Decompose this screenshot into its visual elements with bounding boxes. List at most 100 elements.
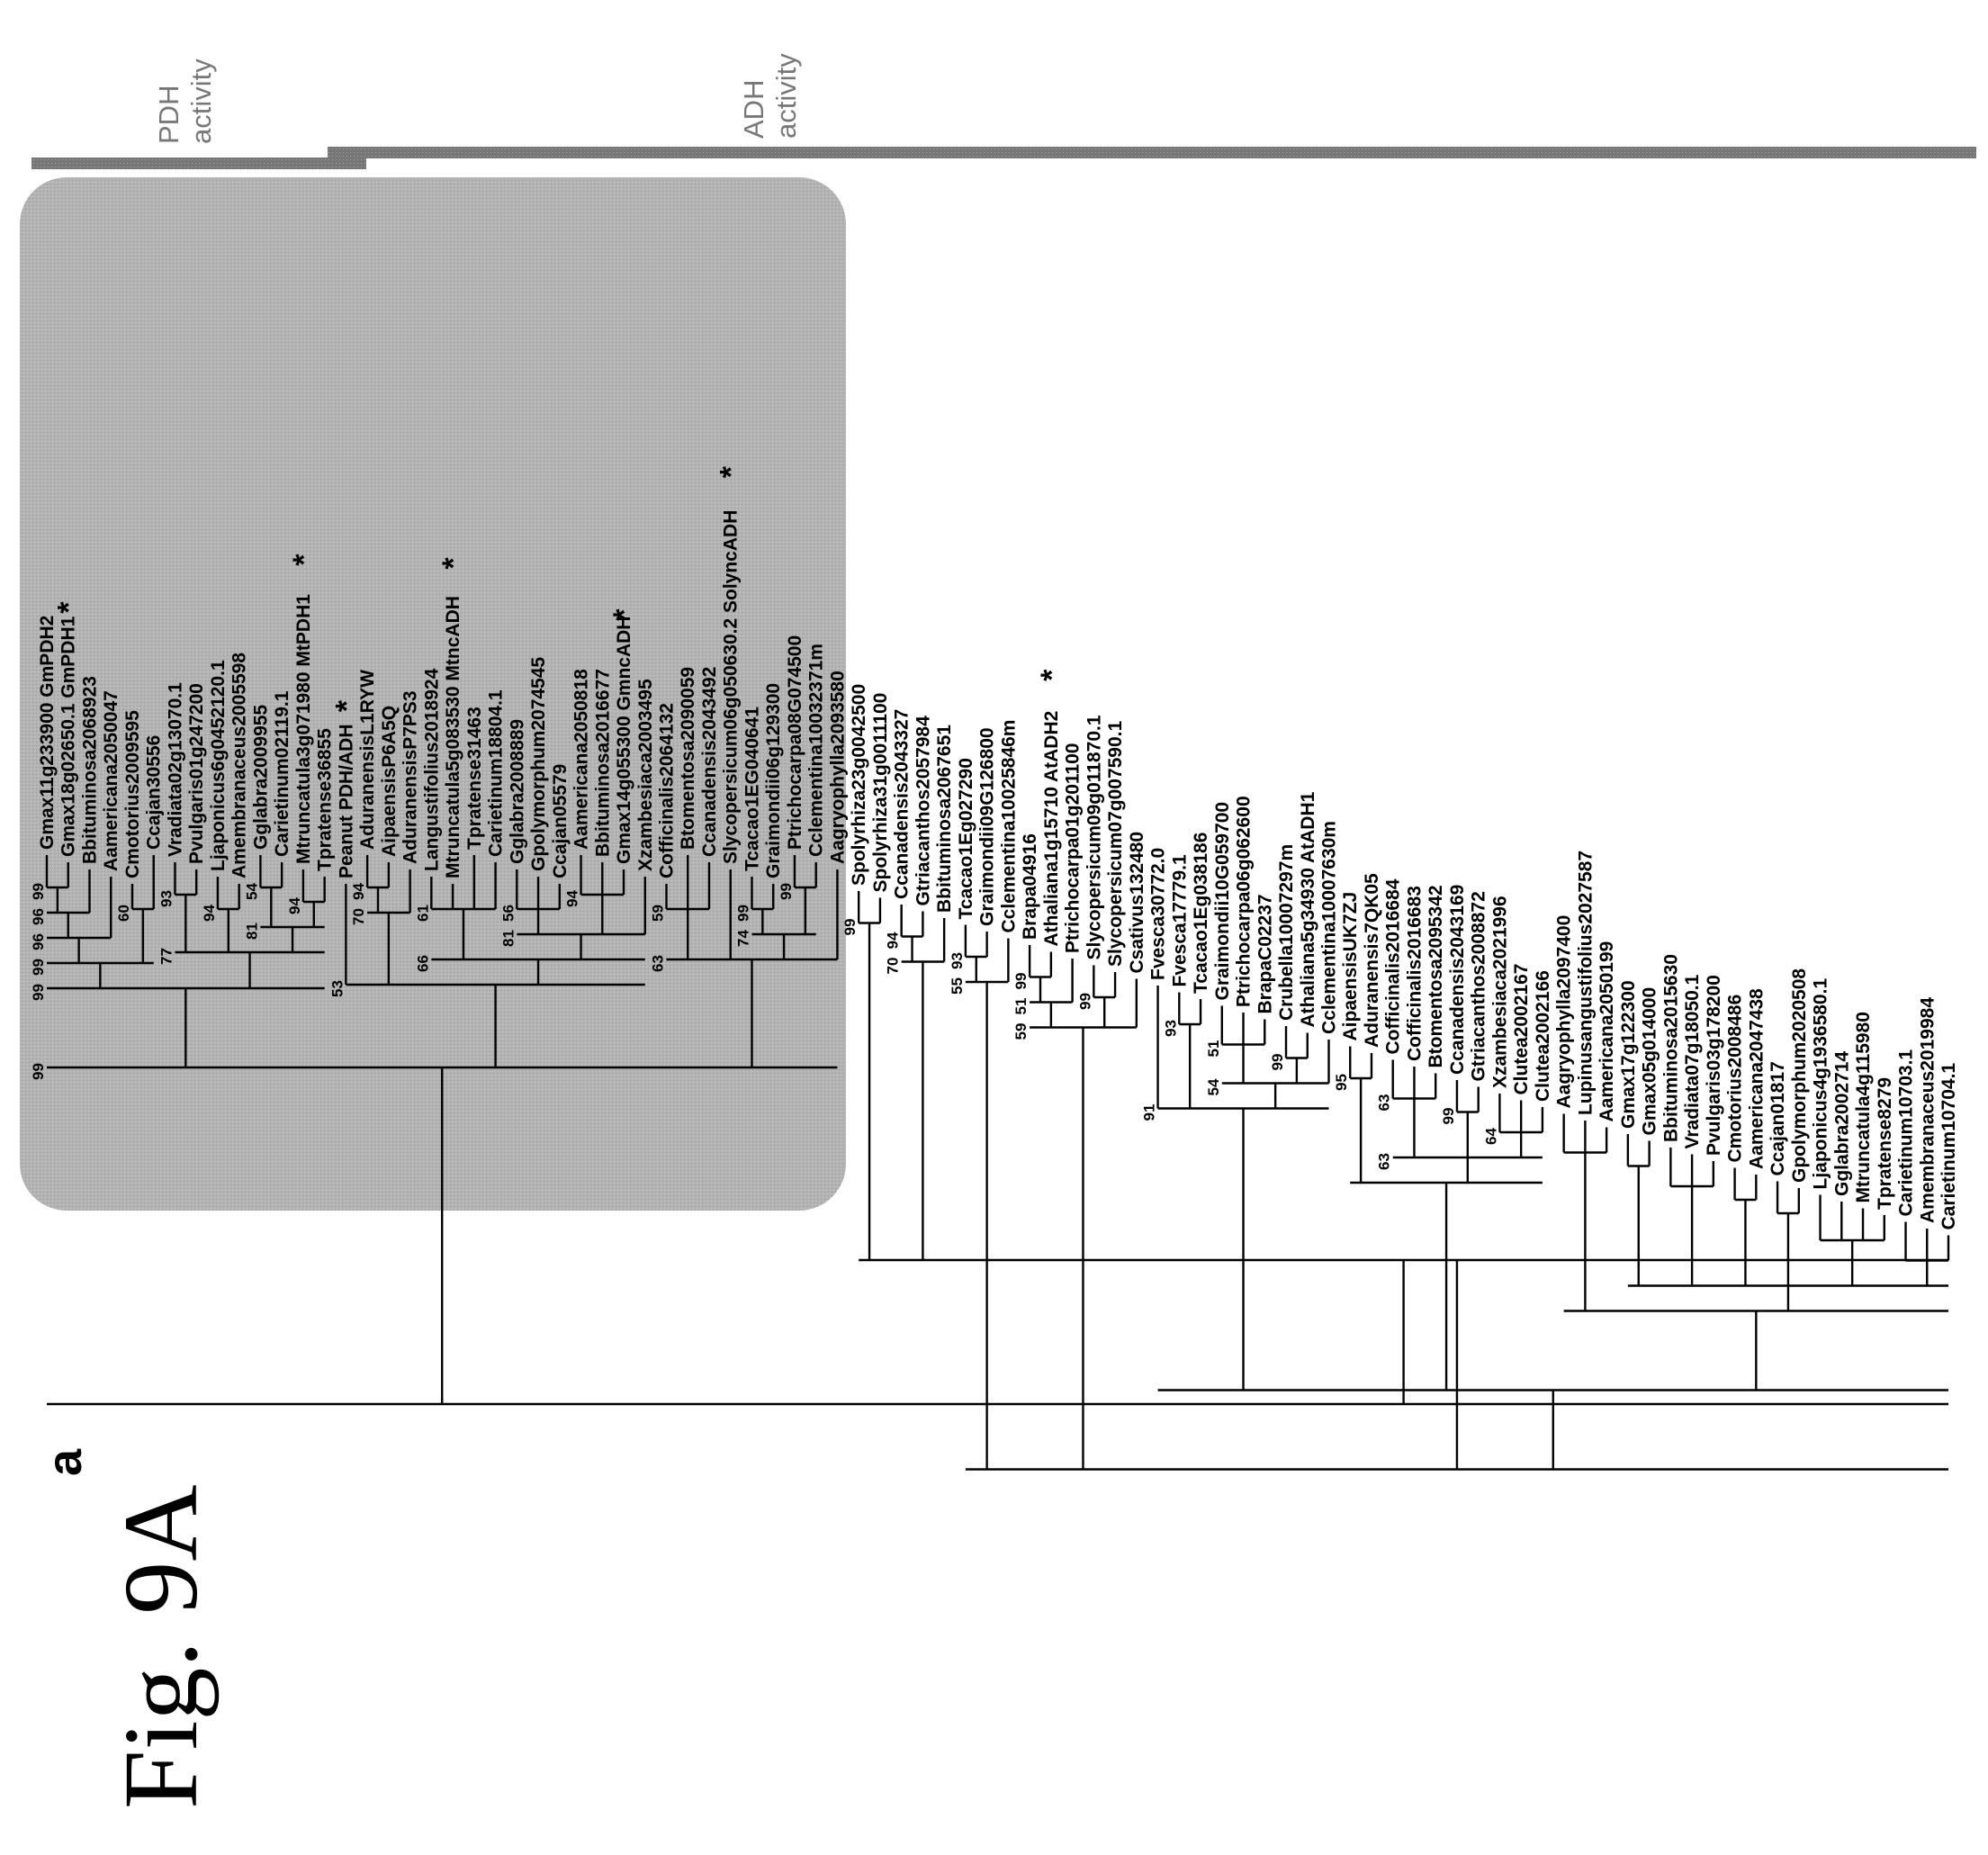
leaf-label: Cmotorius2009595	[122, 710, 143, 878]
leaf-label: Ccajan05579	[550, 764, 571, 878]
bootstrap-value: 59	[650, 905, 667, 922]
leaf-label: Btomentosa2095342	[1426, 885, 1446, 1067]
leaf-label: Clutea2002167	[1511, 964, 1532, 1095]
leaf-label: Ccajan30556	[144, 735, 165, 850]
leaf-label: Slycopersicum09g011870.1	[1084, 715, 1104, 959]
leaf-label: Gmax18g02650.1 GmPDH1	[58, 616, 79, 857]
bootstrap-value: 99	[1012, 973, 1030, 990]
leaf-label: Ccanadensis2043492	[699, 667, 720, 857]
leaf-label: Brapa04916	[1020, 833, 1040, 940]
leaf-label: Gpolymorphum2074545	[528, 657, 549, 871]
bootstrap-value: 81	[499, 930, 517, 947]
leaf-label: Gglabra2002714	[1831, 1051, 1852, 1196]
leaf-label: Carietinum10703.1	[1896, 1049, 1917, 1217]
leaf-label: Mtruncatula4g115980	[1853, 1012, 1874, 1202]
leaf-label: Carietinum02119.1	[272, 690, 292, 857]
leaf-label: Carietinum10704.1	[1939, 1063, 1959, 1230]
bootstrap-value: 99	[1440, 1108, 1457, 1125]
leaf-label: Pvulgaris01g247200	[186, 683, 207, 864]
bootstrap-value: 94	[201, 905, 218, 922]
bootstrap-value: 93	[1162, 1020, 1179, 1037]
panel-label: a	[38, 1448, 92, 1476]
leaf-label: Gmax05g014000	[1640, 987, 1660, 1136]
leaf-label: Gpolymorphum2020508	[1789, 968, 1810, 1183]
bootstrap-value: 77	[157, 948, 175, 965]
bootstrap-value: 99	[734, 905, 751, 922]
leaf-label: Fvesca17779.1	[1169, 854, 1190, 986]
bootstrap-value: 99	[841, 919, 859, 936]
leaf-label: Xzambesiaca2021996	[1489, 896, 1510, 1088]
bootstrap-value: 81	[243, 923, 260, 940]
adh-activity-bar	[328, 147, 1976, 158]
tree-leaf-labels: Gmax11g233900 GmPDH2 Gmax18g02650.1 GmPDH…	[37, 465, 1959, 1229]
bootstrap-value: 70	[885, 958, 902, 975]
leaf-label: Bbituminosa2015630	[1660, 954, 1681, 1142]
leaf-label: Pvulgaris03g178200	[1704, 975, 1724, 1156]
leaf-label: Vradiata02g13070.1	[165, 682, 185, 857]
pdh-header-line2: activity	[185, 59, 217, 144]
leaf-label: Aamericana2047438	[1746, 988, 1767, 1169]
leaf-label: BrapaC02237	[1255, 894, 1275, 1013]
leaf-label: AipaensisP6A5Q	[379, 706, 400, 857]
leaf-label: Mtruncatula3g071980 MtPDH1	[293, 594, 314, 864]
leaf-label: AduranensisP7PS3	[400, 690, 421, 864]
leaf-label: Gmax17g122300	[1618, 980, 1639, 1129]
bootstrap-value: 51	[1012, 998, 1030, 1015]
leaf-label: Ccanadensis2043169	[1447, 885, 1468, 1075]
leaf-label: Mtruncatula5g083530 MtncADH	[443, 596, 463, 878]
bootstrap-value: 94	[350, 883, 367, 900]
leaf-label: Gglabra2009955	[250, 705, 271, 850]
adh-header-line2: activity	[770, 53, 802, 139]
leaf-label: Bbituminosa2067651	[934, 725, 955, 913]
adh-header-line1: ADH	[738, 80, 769, 139]
bootstrap-value: 59	[1012, 1023, 1030, 1040]
leaf-label: Ccajan01817	[1768, 1061, 1788, 1175]
marker-asterisk: *	[287, 554, 321, 566]
leaf-label: Vradiata07g18050.1	[1682, 974, 1703, 1148]
leaf-label: Aamericana2050818	[571, 669, 592, 850]
bootstrap-value: 96	[30, 908, 47, 925]
leaf-label: Gmax14g055300 GmncADH	[614, 617, 634, 864]
bootstrap-value: 63	[1376, 1094, 1393, 1112]
leaf-label: Cclementina10032371m	[806, 644, 827, 857]
bootstrap-value: 99	[1076, 993, 1093, 1010]
leaf-label: Tpratense31463	[464, 707, 485, 850]
leaf-label: Amembranaceus2019984	[1917, 997, 1938, 1223]
bootstrap-value: 95	[1333, 1074, 1350, 1091]
tree-branches	[45, 855, 1950, 1471]
bootstrap-values: 99 96 96 60 99 93 94 54 94 81 77 99 94 70 61 56 94 81 66 53…	[30, 883, 1499, 1170]
bootstrap-value: 63	[650, 955, 667, 972]
leaf-label: Ljaponicus4g1936580.1	[1811, 978, 1831, 1190]
leaf-label: Gglabra2008889	[507, 719, 527, 864]
marker-asterisk: *	[715, 465, 749, 478]
leaf-label: AipaensisUK7ZJ	[1340, 892, 1361, 1041]
marker-asterisk: *	[436, 557, 471, 570]
bootstrap-value: 51	[1205, 1040, 1222, 1058]
leaf-label: Bbituminosa2016677	[592, 669, 613, 857]
marker-asterisk: *	[1035, 669, 1069, 681]
leaf-label: Tcacao1EG040641	[742, 707, 762, 871]
leaf-label: Cclementina10025846m	[998, 720, 1019, 933]
bootstrap-value: 54	[1205, 1078, 1222, 1095]
leaf-label: Crubella10007297m	[1276, 844, 1297, 1021]
leaf-label: Fvesca30772.0	[1148, 848, 1169, 980]
bootstrap-value: 74	[734, 930, 751, 947]
bootstrap-value: 96	[30, 933, 47, 950]
bootstrap-value: 94	[564, 890, 581, 907]
bootstrap-value: 94	[286, 897, 303, 914]
leaf-label: Clutea2002166	[1533, 970, 1553, 1102]
leaf-label: Aagryophylla2097400	[1554, 915, 1575, 1109]
marker-asterisk: *	[607, 608, 642, 621]
bootstrap-value: 55	[949, 977, 966, 995]
leaf-label: Graimondii09G126800	[977, 727, 998, 926]
pdh-activity-bar	[31, 158, 366, 169]
bootstrap-value: 99	[778, 883, 795, 900]
leaf-label: Carietinum18804.1	[486, 689, 507, 857]
leaf-label: Cofficinalis2016684	[1383, 878, 1404, 1054]
leaf-label: Csativus132480	[1127, 832, 1147, 974]
bootstrap-value: 60	[115, 905, 132, 922]
bootstrap-value: 93	[157, 890, 175, 907]
leaf-label: Slycopersicum06g050630.2 SolyncADH	[721, 510, 742, 864]
bootstrap-value: 53	[328, 980, 346, 997]
bootstrap-value: 64	[1482, 1128, 1499, 1145]
